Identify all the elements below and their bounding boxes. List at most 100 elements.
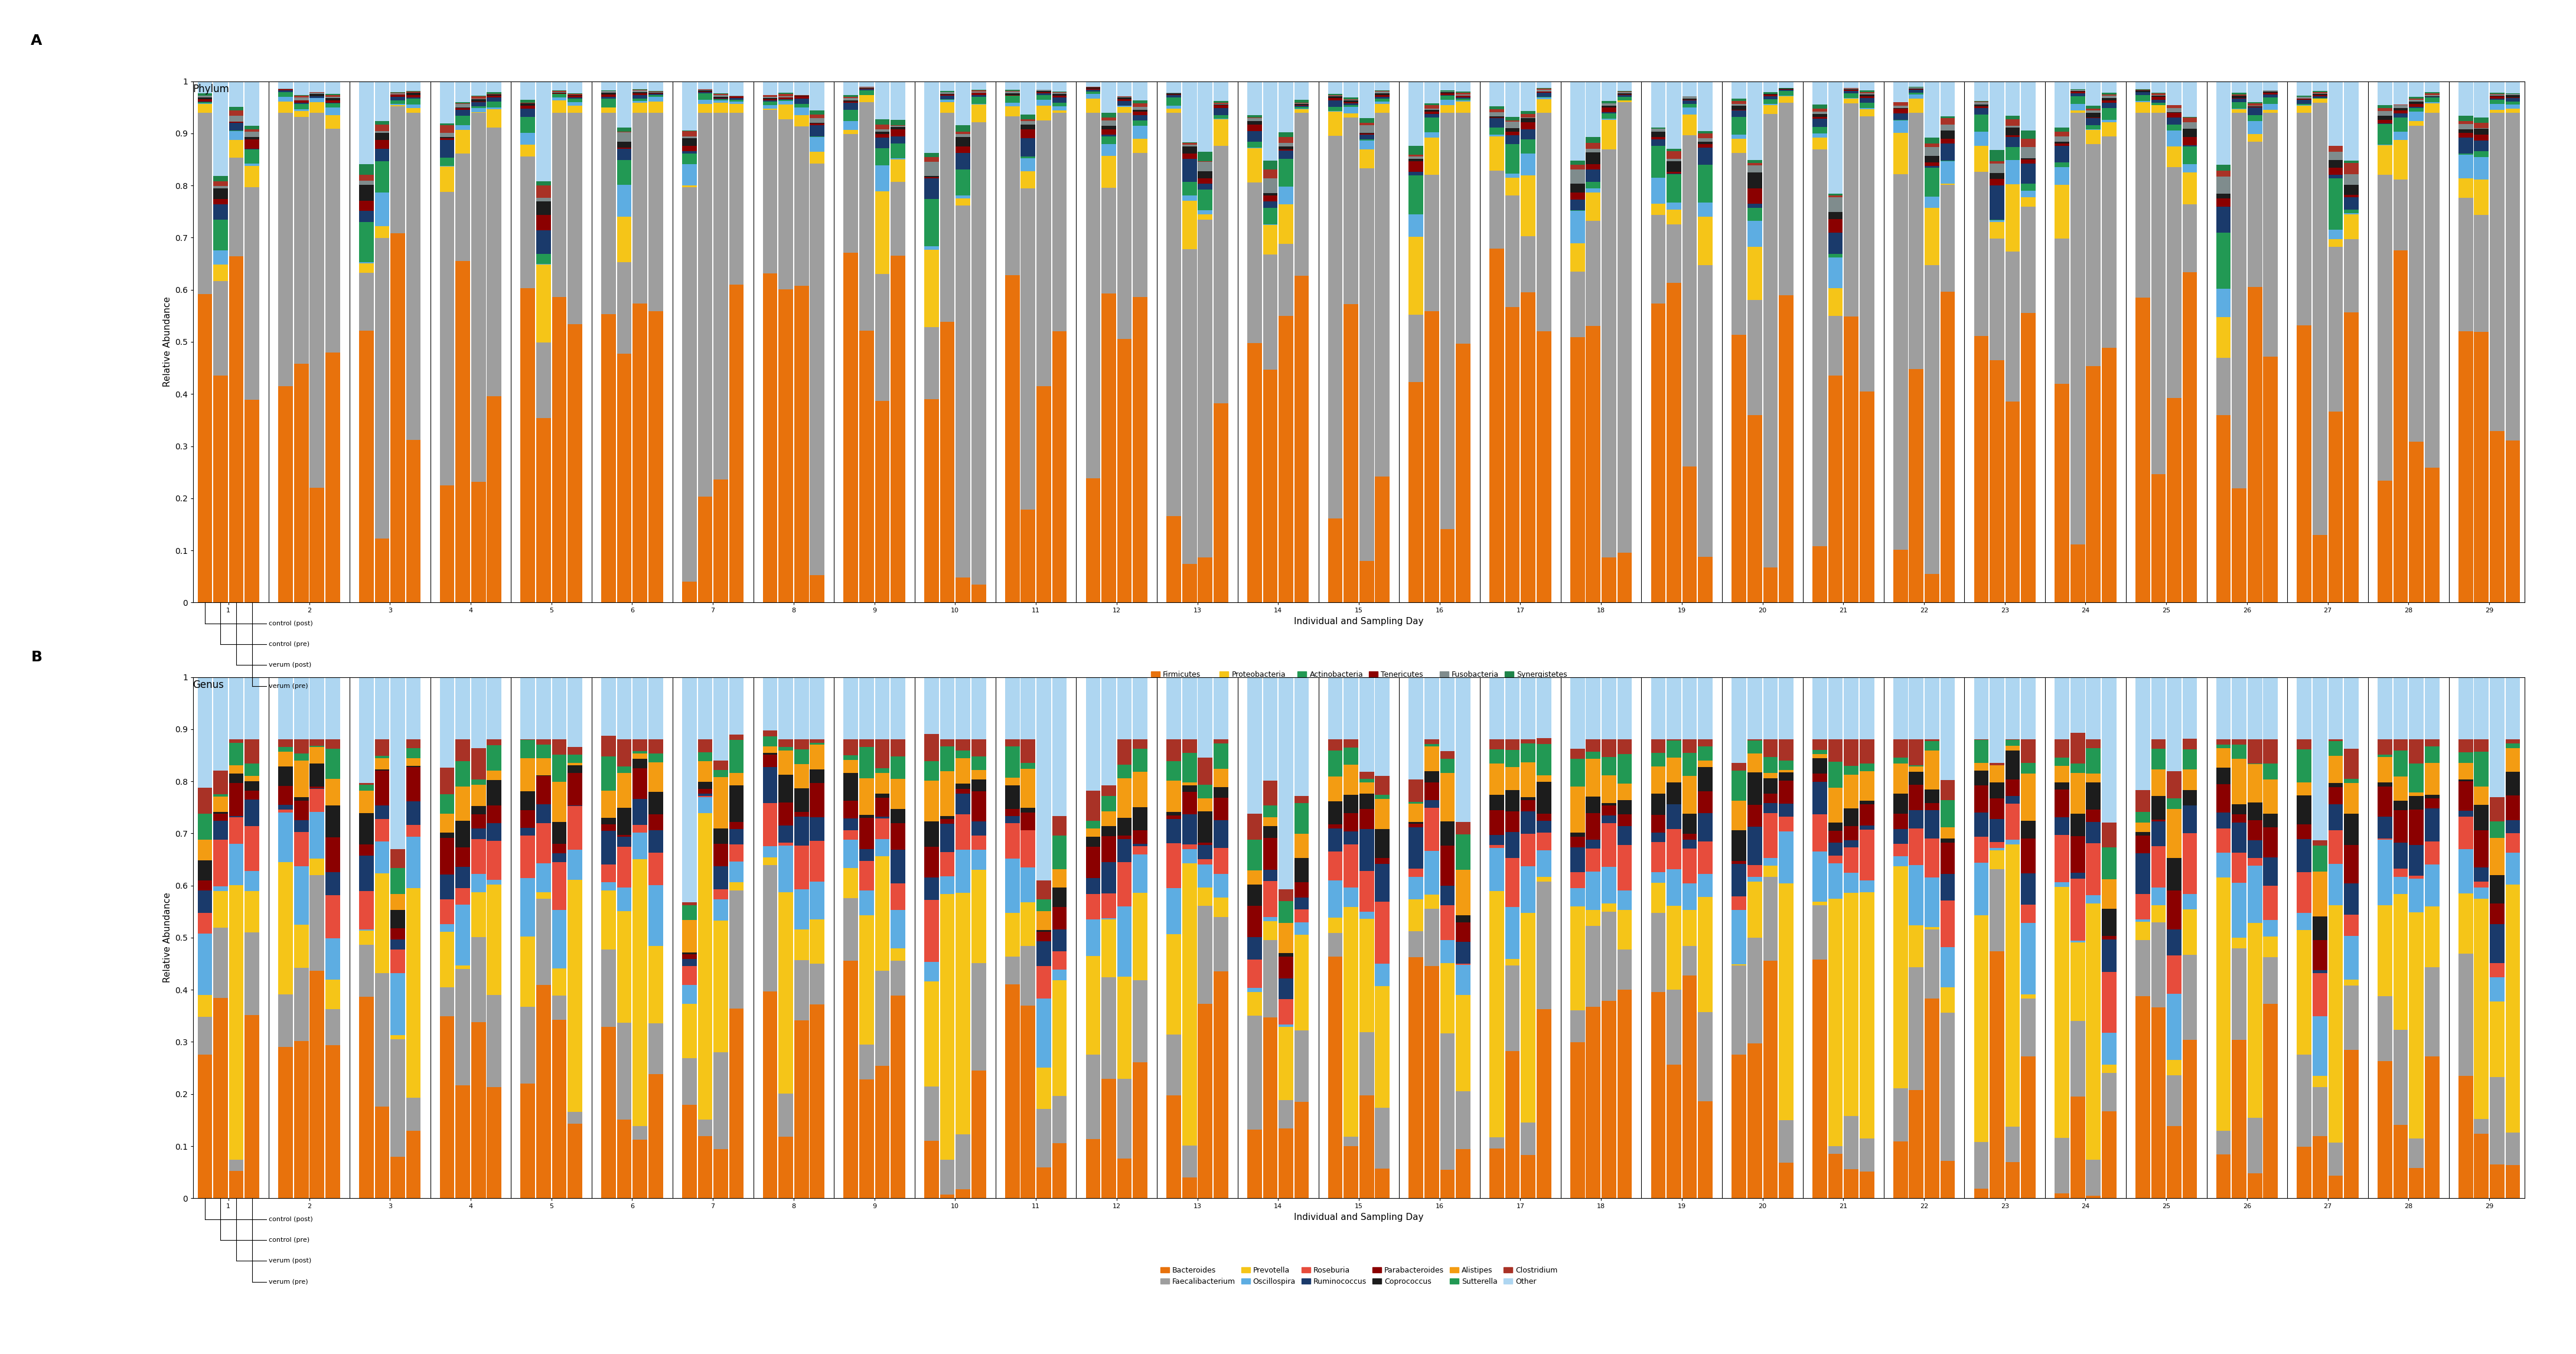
Bar <box>1036 91 1051 92</box>
Bar <box>2102 95 2117 96</box>
Bar <box>2151 887 2166 906</box>
Bar <box>1814 773 1826 781</box>
Bar <box>392 929 404 940</box>
Bar <box>1860 116 1875 391</box>
Bar <box>520 937 536 1007</box>
Bar <box>634 754 647 758</box>
Bar <box>1504 907 1520 959</box>
Bar <box>2056 144 2069 146</box>
Bar <box>309 103 325 112</box>
Bar <box>1167 1095 1180 1198</box>
Bar <box>551 968 567 995</box>
Bar <box>1133 772 1146 807</box>
Bar <box>1780 831 1793 883</box>
Bar <box>1829 1154 1842 1198</box>
Bar <box>1618 845 1633 891</box>
Bar <box>1731 106 1747 110</box>
Bar <box>1425 746 1440 770</box>
Bar <box>2473 887 2488 899</box>
Bar <box>2249 1174 2262 1198</box>
Bar <box>2329 146 2344 152</box>
Bar <box>876 81 889 119</box>
Bar <box>1360 125 1373 133</box>
Bar <box>309 487 325 603</box>
Bar <box>536 230 551 253</box>
Bar <box>2424 798 2439 808</box>
Bar <box>1262 677 1278 780</box>
Bar <box>1293 112 1309 276</box>
Bar <box>1747 172 1762 188</box>
Bar <box>971 780 987 791</box>
Bar <box>2249 115 2262 121</box>
Bar <box>2329 804 2344 830</box>
Bar <box>1118 1159 1131 1198</box>
Bar <box>1538 677 1551 738</box>
Bar <box>2491 100 2504 104</box>
Bar <box>1051 93 1066 96</box>
Bar <box>1005 777 1020 785</box>
Bar <box>536 745 551 758</box>
Bar <box>2004 746 2020 750</box>
Bar <box>1602 100 1615 103</box>
Bar <box>245 81 260 126</box>
Bar <box>1425 894 1440 909</box>
Bar <box>971 585 987 603</box>
Bar <box>2022 762 2035 773</box>
Bar <box>793 677 809 739</box>
Bar <box>487 102 502 107</box>
Bar <box>2056 167 2069 185</box>
Bar <box>600 112 616 314</box>
Bar <box>1329 750 1342 776</box>
Bar <box>1698 203 1713 217</box>
Bar <box>1504 131 1520 135</box>
Bar <box>683 152 696 153</box>
Bar <box>1504 959 1520 965</box>
Bar <box>2215 199 2231 207</box>
Bar <box>358 891 374 929</box>
Bar <box>1973 104 1989 107</box>
Bar <box>1084 837 1100 848</box>
Bar <box>407 95 420 97</box>
Bar <box>1278 1026 1293 1099</box>
Bar <box>714 867 729 890</box>
Bar <box>245 871 260 891</box>
Bar <box>634 93 647 95</box>
Bar <box>1504 144 1520 173</box>
Bar <box>925 399 938 603</box>
Bar <box>1893 106 1909 108</box>
Bar <box>1651 739 1667 753</box>
Bar <box>471 749 487 779</box>
Bar <box>1198 171 1213 179</box>
Bar <box>940 746 956 770</box>
Bar <box>1036 81 1051 89</box>
Bar <box>520 133 536 145</box>
Bar <box>1651 146 1667 177</box>
Bar <box>1489 249 1504 603</box>
Bar <box>1329 519 1342 603</box>
Bar <box>1051 1143 1066 1198</box>
Bar <box>1909 677 1924 739</box>
Bar <box>1103 144 1115 156</box>
Bar <box>729 102 744 104</box>
Bar <box>294 363 309 603</box>
Bar <box>2151 100 2166 103</box>
Bar <box>1051 103 1066 106</box>
Bar <box>1182 862 1198 1145</box>
Bar <box>1538 850 1551 877</box>
Bar <box>1860 391 1875 603</box>
Bar <box>714 761 729 770</box>
Bar <box>1329 829 1342 852</box>
Bar <box>392 949 404 974</box>
Bar <box>1167 780 1180 812</box>
Bar <box>600 791 616 818</box>
Bar <box>2298 100 2311 104</box>
Bar <box>2506 102 2519 104</box>
Bar <box>2056 789 2069 818</box>
Bar <box>1504 1051 1520 1198</box>
Bar <box>1520 236 1535 292</box>
Bar <box>2249 765 2262 803</box>
Bar <box>2087 1196 2099 1198</box>
Bar <box>1731 800 1747 830</box>
Bar <box>1571 787 1584 833</box>
Bar <box>2022 739 2035 762</box>
